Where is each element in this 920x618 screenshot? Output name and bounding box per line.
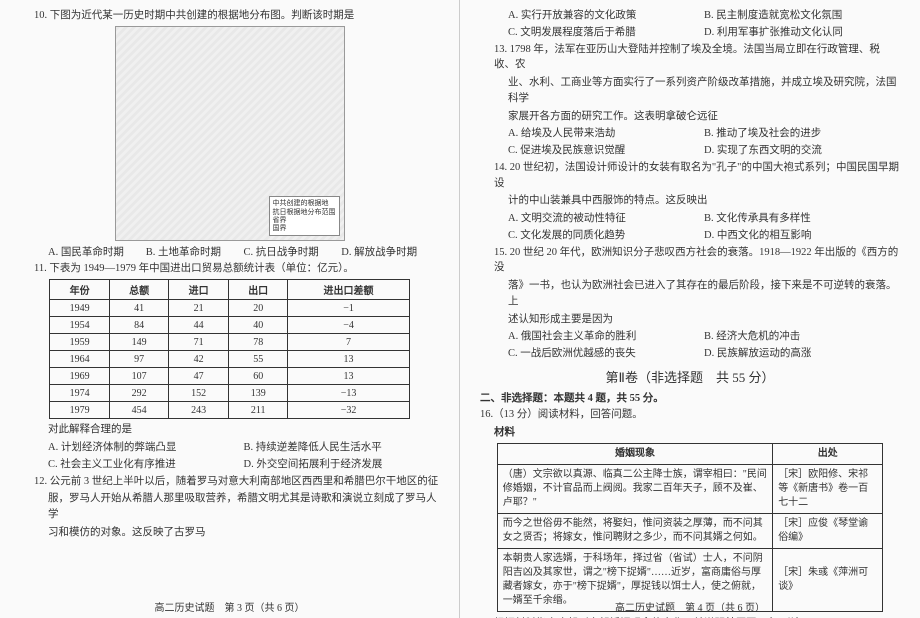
page-footer-left: 高二历史试题 第 3 页（共 6 页） (0, 599, 459, 614)
q14-opt-d: D. 中西文化的相互影响 (704, 228, 900, 244)
th: 进出口差额 (288, 280, 409, 300)
section2-title: 第Ⅱ卷（非选择题 共 55 分） (480, 367, 900, 386)
q12-line-3: 习和模仿的对象。这反映了古罗马 (20, 525, 439, 541)
th: 婚姻现象 (497, 444, 772, 465)
td-phenom: 而今之世俗毋不能然，将娶妇，惟问资装之厚薄，而不问其女之贤否；将嫁女，惟问聘财之… (497, 514, 772, 549)
td-phenom: （唐）文宗欲以真源、临真二公主降士族，谓宰相曰："民间修婚姻，不计官品而上阀阅。… (497, 465, 772, 514)
table-header-row: 年份 总额 进口 出口 进出口差额 (50, 280, 409, 300)
table-row: 196497425513 (50, 351, 409, 368)
q15-opt-c: C. 一战后欧洲优越感的丧失 (508, 346, 704, 362)
legend-line: 国界 (273, 224, 336, 232)
table-row: 1949412120−1 (50, 300, 409, 317)
q16-stem: 16.（13 分）阅读材料，回答问题。 (480, 407, 900, 423)
material-label: 材料 (480, 425, 900, 441)
q15-line-1: 15. 20 世纪 20 年代，欧洲知识分子悲叹西方社会的衰落。1918—192… (480, 245, 900, 277)
q12-opt-a: A. 实行开放兼容的文化政策 (508, 8, 704, 24)
q14-line-1: 14. 20 世纪初，法国设计师设计的女装有取名为"孔子"的中国大袍式系列；中国… (480, 160, 900, 192)
q11-opt-b: B. 持续逆差降低人民生活水平 (244, 440, 440, 456)
q11-opt-c: C. 社会主义工业化有序推进 (48, 457, 244, 473)
q12-options-2: C. 文明发展程度落后于希腊 D. 利用军事扩张推动文化认同 (480, 25, 900, 41)
table-row: 1969107476013 (50, 368, 409, 385)
table-row: 而今之世俗毋不能然，将娶妇，惟问资装之厚薄，而不问其女之贤否；将嫁女，惟问聘财之… (497, 514, 882, 549)
q11-opt-d: D. 外交空间拓展利于经济发展 (244, 457, 440, 473)
table-row: 1954844440−4 (50, 317, 409, 334)
page-footer-right: 高二历史试题 第 4 页（共 6 页） (460, 599, 920, 614)
q11-options-1: A. 计划经济体制的弊端凸显 B. 持续逆差降低人民生活水平 (20, 440, 439, 456)
legend-line: 省界 (273, 216, 336, 224)
th: 年份 (50, 280, 110, 300)
q13-opt-d: D. 实现了东西文明的交流 (704, 143, 900, 159)
q15-opt-a: A. 俄国社会主义革命的胜利 (508, 329, 704, 345)
q15-line-2: 落》一书，也认为欧洲社会已进入了其存在的最后阶段，接下来是不可逆转的衰落。上 (480, 278, 900, 310)
q13-line-1: 13. 1798 年，法军在亚历山大登陆并控制了埃及全境。法国当局立即在行政管理… (480, 42, 900, 74)
q13-opt-b: B. 推动了埃及社会的进步 (704, 126, 900, 142)
q10-options: A. 国民革命时期 B. 土地革命时期 C. 抗日战争时期 D. 解放战争时期 (20, 245, 439, 261)
th: 总额 (109, 280, 169, 300)
q11-table: 年份 总额 进口 出口 进出口差额 1949412120−1 195484444… (49, 279, 409, 419)
q13-opt-a: A. 给埃及人民带来浩劫 (508, 126, 704, 142)
q13-options-2: C. 促进埃及民族意识觉醒 D. 实现了东西文明的交流 (480, 143, 900, 159)
q14-opt-a: A. 文明交流的被动性特征 (508, 211, 704, 227)
q10-opt-b: B. 土地革命时期 (146, 245, 244, 261)
q10-map-legend: 中共创建的根据地 抗日根据地分布范围 省界 国界 (269, 196, 340, 236)
th: 出处 (773, 444, 883, 465)
q11-opt-a: A. 计划经济体制的弊端凸显 (48, 440, 244, 456)
q14-line-2: 计的中山装兼具中西服饰的特点。这反映出 (480, 193, 900, 209)
table-row: （唐）文宗欲以真源、临真二公主降士族，谓宰相曰："民间修婚姻，不计官品而上阀阅。… (497, 465, 882, 514)
q11-options-2: C. 社会主义工业化有序推进 D. 外交空间拓展利于经济发展 (20, 457, 439, 473)
q10-opt-c: C. 抗日战争时期 (244, 245, 342, 261)
q12-opt-b: B. 民主制度造就宽松文化氛围 (704, 8, 900, 24)
table-row: 195914971787 (50, 334, 409, 351)
q15-opt-d: D. 民族解放运动的高涨 (704, 346, 900, 362)
q13-options-1: A. 给埃及人民带来浩劫 B. 推动了埃及社会的进步 (480, 126, 900, 142)
q14-opt-b: B. 文化传承具有多样性 (704, 211, 900, 227)
q11-after: 对此解释合理的是 (20, 422, 439, 438)
q14-opt-c: C. 文化发展的同质化趋势 (508, 228, 704, 244)
table-row: 1979454243211−32 (50, 402, 409, 419)
q12-opt-d: D. 利用军事扩张推动文化认同 (704, 25, 900, 41)
table-row: 1974292152139−13 (50, 385, 409, 402)
legend-line: 抗日根据地分布范围 (273, 208, 336, 216)
q15-opt-b: B. 经济大危机的冲击 (704, 329, 900, 345)
td-src: ［宋］欧阳修、宋祁等《新唐书》卷一百七十二 (773, 465, 883, 514)
q10-map: 中共创建的根据地 抗日根据地分布范围 省界 国界 (115, 26, 345, 241)
q14-options-1: A. 文明交流的被动性特征 B. 文化传承具有多样性 (480, 211, 900, 227)
q12-line-2: 服，罗马人开始从希腊人那里吸取营养，希腊文明尤其是诗歌和演说立刻成了罗马人学 (20, 491, 439, 523)
q13-line-2: 业、水利、工商业等方面实行了一系列资产阶级改革措施，并成立埃及研究院，法国科学 (480, 75, 900, 107)
table-header-row: 婚姻现象 出处 (497, 444, 882, 465)
q12-opt-c: C. 文明发展程度落后于希腊 (508, 25, 704, 41)
q11-stem: 11. 下表为 1949—1979 年中国进出口贸易总额统计表（单位：亿元）。 (20, 261, 439, 277)
q16-material-table: 婚姻现象 出处 （唐）文宗欲以真源、临真二公主降士族，谓宰相曰："民间修婚姻，不… (497, 443, 883, 612)
q15-options-1: A. 俄国社会主义革命的胜利 B. 经济大危机的冲击 (480, 329, 900, 345)
q10-opt-a: A. 国民革命时期 (48, 245, 146, 261)
th: 出口 (228, 280, 288, 300)
q12-line-1: 12. 公元前 3 世纪上半叶以后，随着罗马对意大利南部地区西西里和希腊巴尔干地… (20, 474, 439, 490)
q14-options-2: C. 文化发展的同质化趋势 D. 中西文化的相互影响 (480, 228, 900, 244)
q10-stem: 10. 下图为近代某一历史时期中共创建的根据地分布图。判断该时期是 (20, 8, 439, 24)
page-right: A. 实行开放兼容的文化政策 B. 民主制度造就宽松文化氛围 C. 文明发展程度… (460, 0, 920, 618)
q15-options-2: C. 一战后欧洲优越感的丧失 D. 民族解放运动的高涨 (480, 346, 900, 362)
section2-sub: 二、非选择题：本题共 4 题，共 55 分。 (480, 390, 900, 405)
q10-opt-d: D. 解放战争时期 (341, 245, 439, 261)
q15-line-3: 述认知形成主要是因为 (480, 312, 900, 328)
page-left: 10. 下图为近代某一历史时期中共创建的根据地分布图。判断该时期是 中共创建的根… (0, 0, 460, 618)
legend-line: 中共创建的根据地 (273, 199, 336, 207)
q12-options-1: A. 实行开放兼容的文化政策 B. 民主制度造就宽松文化氛围 (480, 8, 900, 24)
q13-line-3: 家展开各方面的研究工作。这表明拿破仑远征 (480, 109, 900, 125)
th: 进口 (169, 280, 229, 300)
q13-opt-c: C. 促进埃及民族意识觉醒 (508, 143, 704, 159)
td-src: ［宋］应俊《琴堂谕俗编》 (773, 514, 883, 549)
